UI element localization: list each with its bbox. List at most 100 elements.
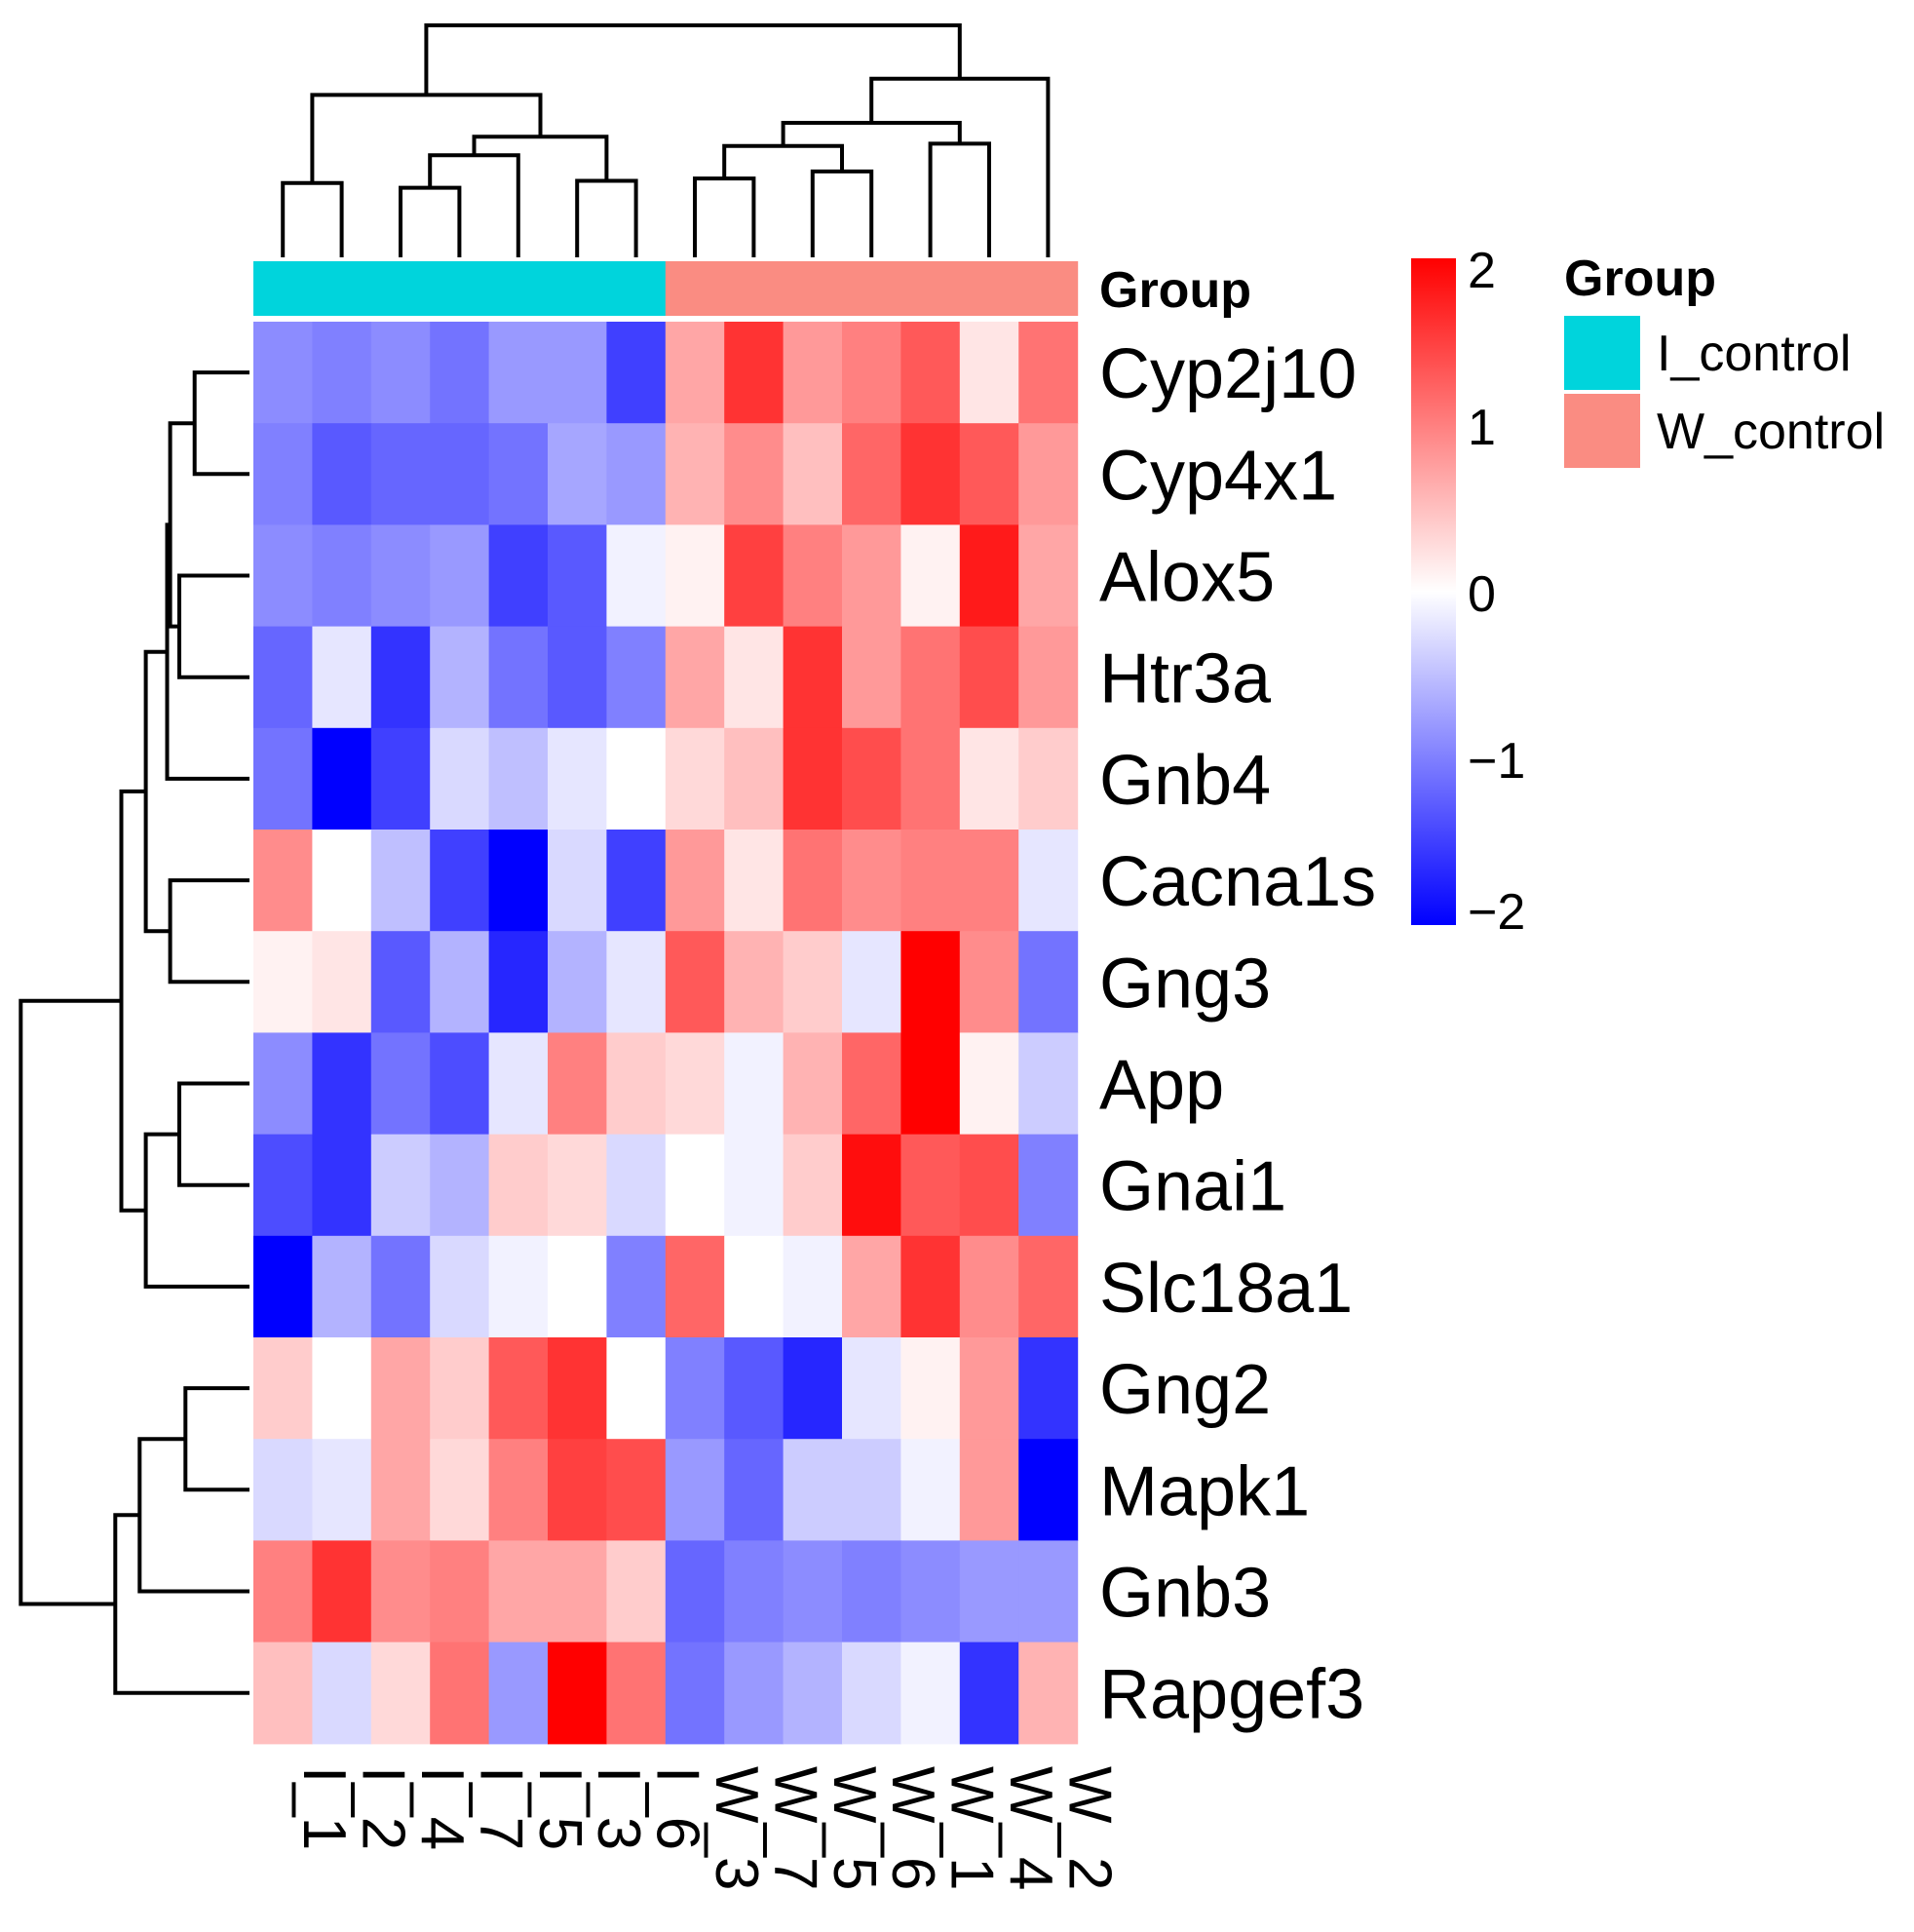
dendrogram-branch [168,878,249,985]
group-legend-label: I_control [1657,326,1851,382]
heatmap-cell [900,1439,961,1541]
heatmap-cell [606,322,667,424]
heatmap-cell [900,727,961,831]
heatmap-cell [842,626,901,729]
heatmap-cell [370,931,431,1033]
row-label: Gnb4 [1099,742,1271,820]
heatmap-cell [665,1235,725,1338]
heatmap-cell [548,322,607,424]
heatmap-cell [606,423,667,525]
heatmap-cell [488,1337,549,1440]
dendrogram-branch [113,1513,249,1695]
heatmap-cell [370,727,431,831]
heatmap-cell [548,423,607,525]
group-legend-label: W_control [1657,404,1885,460]
row-label: Slc18a1 [1099,1250,1353,1328]
heatmap-cell [312,931,372,1033]
heatmap-cell [312,1642,372,1745]
group-legend-swatch [1564,394,1640,468]
heatmap-cell [488,830,549,932]
heatmap-cell [312,1134,372,1237]
heatmap-cell [606,626,667,729]
row-label: Cyp2j10 [1099,335,1357,413]
heatmap-cell [430,1439,490,1541]
heatmap-cell [724,1337,785,1440]
heatmap-cell [370,1235,431,1338]
heatmap-cell [665,830,725,932]
heatmap-cell [253,1235,313,1338]
dendrogram-branch [281,180,344,257]
heatmap-cell [724,626,785,729]
heatmap-cell [959,524,1019,628]
heatmap-cell [724,1540,785,1643]
dendrogram-branch [399,185,462,257]
heatmap-cell [1018,524,1079,628]
group-bar-cell [900,261,961,316]
heatmap-cell [665,1642,725,1745]
color-scale-ticks: 2 1 0 −1 −2 [1468,243,1525,941]
heatmap-cell [665,1134,725,1237]
column-label: W_2 [1055,1766,1123,1890]
heatmap-cell [253,1439,313,1541]
heatmap-cell [783,1439,843,1541]
heatmap-cell [430,727,490,831]
heatmap-cell [724,931,785,1033]
heatmap-cell [665,524,725,628]
heatmap-cell [959,1540,1019,1643]
heatmap-cell [606,931,667,1033]
heatmap-cell [724,524,785,628]
heatmap-cell [1018,830,1079,932]
color-scale-tick-label: 2 [1468,243,1496,299]
heatmap-cell [665,1439,725,1541]
heatmap-cell [606,1642,667,1745]
column-label: W_5 [821,1766,888,1890]
heatmap-cell [370,524,431,628]
dendrogram-branch [575,178,638,257]
heatmap-cell [783,524,843,628]
group-bar-cell [430,261,490,316]
heatmap-cell [253,524,313,628]
heatmap-cell [312,1235,372,1338]
heatmap-cell [312,626,372,729]
heatmap-cell [430,1540,490,1643]
heatmap-cell [724,1439,785,1541]
heatmap-cell [370,1540,431,1643]
heatmap-cell [312,1032,372,1136]
dendrogram-branch [177,1081,249,1187]
heatmap-cell [312,322,372,424]
heatmap-cell [1018,1134,1079,1237]
heatmap-cell [312,524,372,628]
group-bar-cell [370,261,431,316]
heatmap-cell [488,423,549,525]
heatmap-cell [430,1642,490,1745]
heatmap-cell [312,1337,372,1440]
heatmap-cell [665,423,725,525]
heatmap-cell [842,727,901,831]
heatmap-cell [488,1032,549,1136]
heatmap-cell [430,1337,490,1440]
dendrogram-branch [693,176,756,257]
heatmap-cell [783,830,843,932]
heatmap-cell [900,1337,961,1440]
group-annotation-bar [253,261,1079,316]
heatmap-cell [548,727,607,831]
heatmap-cell [488,931,549,1033]
heatmap-cell [253,727,313,831]
column-label: I_4 [408,1766,476,1850]
heatmap-cell [430,1235,490,1338]
heatmap-cell [430,322,490,424]
heatmap-cell [900,1642,961,1745]
heatmap-cell [312,1439,372,1541]
heatmap-cell [959,830,1019,932]
heatmap-cell [900,1235,961,1338]
dendrogram-branch [192,370,249,477]
group-bar-cell [959,261,1019,316]
heatmap-cell [253,1337,313,1440]
heatmap-cell [606,1235,667,1338]
heatmap-cell [783,1642,843,1745]
group-bar-cell [488,261,549,316]
row-label: Htr3a [1099,640,1272,718]
heatmap-cell [253,322,313,424]
heatmap-cell [253,1134,313,1237]
heatmap-cell [900,322,961,424]
